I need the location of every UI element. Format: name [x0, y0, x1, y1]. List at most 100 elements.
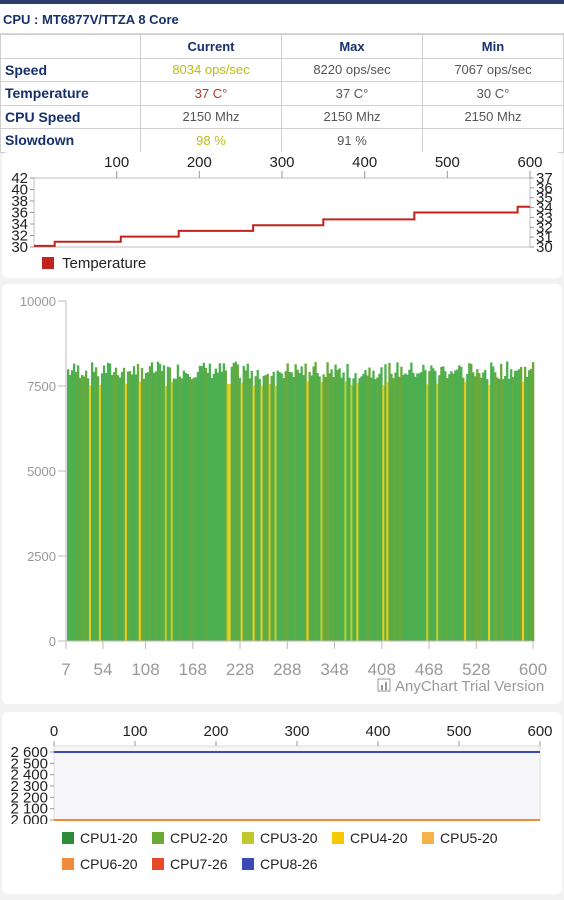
speed-bar — [454, 370, 457, 641]
speed-bar — [530, 368, 533, 641]
row-speed: Speed 8034 ops/sec 8220 ops/sec 7067 ops… — [0, 57, 564, 82]
col-current-header: Current — [140, 34, 282, 59]
speed-bar — [146, 372, 150, 641]
speed-bar — [69, 374, 72, 641]
speed-bar — [408, 369, 411, 641]
speed-bar — [432, 368, 435, 641]
speed-bar — [314, 362, 317, 641]
speed-bar — [250, 370, 253, 641]
speed-bar — [522, 381, 525, 641]
speed-bar — [140, 367, 144, 641]
temperature-y-left-tick-label: 38 — [11, 193, 28, 210]
speed-bar — [112, 372, 116, 641]
speed-y-tick-label: 0 — [49, 634, 56, 649]
speed-bar — [226, 383, 229, 641]
speed-bar — [364, 370, 367, 641]
speed-bar — [110, 375, 114, 641]
speed-bar — [212, 373, 215, 641]
speed-x-tick-label: 348 — [320, 660, 348, 679]
frequency-legend-label: CPU8-26 — [260, 856, 318, 872]
speed-bar — [134, 374, 138, 641]
speed-bar — [172, 378, 176, 641]
speed-bar — [300, 366, 303, 641]
speed-bar — [308, 371, 311, 641]
speed-bar — [376, 377, 379, 641]
speed-bar — [296, 369, 299, 641]
speed-bar — [280, 373, 283, 641]
speed-bar — [184, 372, 188, 641]
speed-bar — [282, 378, 285, 641]
speed-bar — [224, 370, 227, 641]
speed-bar — [74, 371, 78, 641]
speed-bar — [106, 362, 110, 641]
frequency-legend-swatch — [242, 858, 254, 870]
speed-bar — [236, 364, 239, 641]
speed-bar — [332, 377, 335, 641]
speed-bar — [292, 377, 295, 641]
speed-bar — [366, 375, 369, 641]
speed-x-tick-label: 600 — [519, 660, 547, 679]
frequency-legend-item: CPU3-20 — [242, 830, 318, 846]
speed-max: 8220 ops/sec — [281, 57, 423, 82]
frequency-legend-label: CPU2-20 — [170, 830, 228, 846]
temperature-x-tick-label: 500 — [435, 154, 460, 171]
speed-bar — [216, 372, 219, 641]
frequency-legend-swatch — [422, 832, 434, 844]
frequency-x-tick-label: 0 — [50, 723, 58, 740]
speed-bar — [114, 367, 118, 641]
speed-bar — [302, 375, 305, 641]
col-max-header: Max — [281, 34, 423, 59]
temperature-y-right-tick-label: 34 — [536, 200, 553, 217]
speed-bar — [230, 366, 233, 641]
speed-bar — [468, 363, 471, 641]
speed-bar — [458, 365, 461, 641]
speed-bar — [168, 367, 172, 641]
speed-bar — [482, 372, 485, 641]
speed-chart-card: 10000 7500 5000 2500 0 7 54 108 168 228 288 348 408 4… — [2, 284, 562, 704]
speed-bar — [264, 375, 267, 641]
speed-bar — [218, 363, 221, 641]
speed-bar — [438, 375, 441, 641]
speed-bar — [528, 370, 531, 641]
speed-bar — [67, 369, 70, 641]
speed-bar — [446, 378, 449, 641]
speed-bar — [496, 377, 499, 641]
speed-x-tick-label: 54 — [94, 660, 113, 679]
row-temperature: Temperature 37 C° 37 C° 30 C° — [0, 81, 564, 106]
speed-bar — [108, 363, 112, 641]
stats-header-row: Current Max Min — [0, 34, 564, 59]
frequency-legend-label: CPU7-26 — [170, 856, 228, 872]
anychart-chart-icon — [377, 678, 391, 692]
speed-bar — [156, 361, 160, 641]
speed-bar — [298, 373, 301, 641]
speed-bar — [228, 383, 231, 641]
speed-bar — [334, 364, 337, 641]
frequency-x-tick-label: 600 — [527, 723, 552, 740]
speed-bar — [420, 371, 423, 641]
cpu-title: CPU : MT6877V/TTZA 8 Core — [0, 4, 564, 34]
speed-bar — [186, 374, 190, 641]
speed-bar — [214, 368, 217, 641]
speed-bar — [388, 363, 391, 641]
slowdown-max: 91 % — [281, 128, 423, 153]
frequency-legend-item: CPU6-20 — [62, 856, 138, 872]
speed-bar — [204, 367, 208, 641]
speed-bar — [166, 366, 170, 641]
frequency-plot-area — [53, 745, 541, 821]
speed-x-tick-label: 168 — [179, 660, 207, 679]
temperature-series-line — [34, 205, 530, 247]
speed-bar — [208, 363, 211, 641]
speed-bar — [512, 377, 515, 641]
speed-bar — [362, 373, 365, 641]
frequency-legend-swatch — [62, 858, 74, 870]
speed-bar — [474, 376, 477, 641]
temperature-x-tick-label: 200 — [187, 154, 212, 171]
speed-bar — [356, 382, 359, 641]
speed-bar — [532, 362, 535, 641]
speed-bar — [330, 369, 333, 641]
speed-bar — [486, 379, 489, 641]
speed-bar — [196, 371, 200, 641]
frequency-y-tick-label: 2 500 — [10, 755, 48, 772]
speed-bar — [440, 366, 443, 641]
speed-bar — [350, 384, 353, 641]
